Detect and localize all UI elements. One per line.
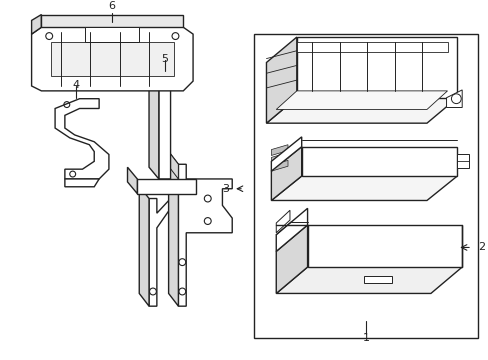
Polygon shape — [149, 198, 170, 306]
Polygon shape — [301, 147, 456, 176]
Polygon shape — [296, 37, 456, 98]
Polygon shape — [271, 160, 287, 171]
Polygon shape — [149, 64, 159, 179]
Polygon shape — [276, 91, 447, 109]
Polygon shape — [271, 137, 301, 171]
Polygon shape — [296, 42, 447, 52]
Text: 5: 5 — [161, 54, 168, 64]
Polygon shape — [178, 164, 232, 306]
Text: 1: 1 — [362, 333, 369, 343]
Polygon shape — [32, 14, 41, 34]
Polygon shape — [168, 152, 178, 306]
Polygon shape — [159, 69, 170, 179]
Polygon shape — [307, 225, 461, 267]
Polygon shape — [276, 267, 461, 293]
Polygon shape — [137, 179, 196, 194]
Polygon shape — [276, 210, 289, 233]
Text: 3: 3 — [222, 184, 229, 194]
Polygon shape — [32, 27, 193, 91]
Polygon shape — [456, 154, 468, 168]
Polygon shape — [364, 276, 391, 283]
Polygon shape — [276, 208, 307, 251]
Polygon shape — [85, 27, 139, 42]
Polygon shape — [266, 37, 296, 123]
Text: 4: 4 — [72, 80, 79, 90]
Bar — [253, 34, 477, 338]
Polygon shape — [55, 99, 109, 179]
Polygon shape — [271, 176, 456, 201]
Polygon shape — [139, 186, 149, 306]
Polygon shape — [41, 14, 183, 27]
Polygon shape — [168, 152, 178, 179]
Polygon shape — [271, 147, 301, 201]
Text: 2: 2 — [477, 242, 484, 252]
Polygon shape — [276, 225, 307, 293]
Polygon shape — [271, 153, 287, 163]
Polygon shape — [51, 42, 173, 76]
Polygon shape — [266, 98, 456, 123]
Polygon shape — [127, 167, 137, 194]
Polygon shape — [446, 90, 461, 108]
Polygon shape — [65, 179, 99, 187]
Polygon shape — [271, 145, 287, 156]
Text: 6: 6 — [108, 1, 115, 11]
